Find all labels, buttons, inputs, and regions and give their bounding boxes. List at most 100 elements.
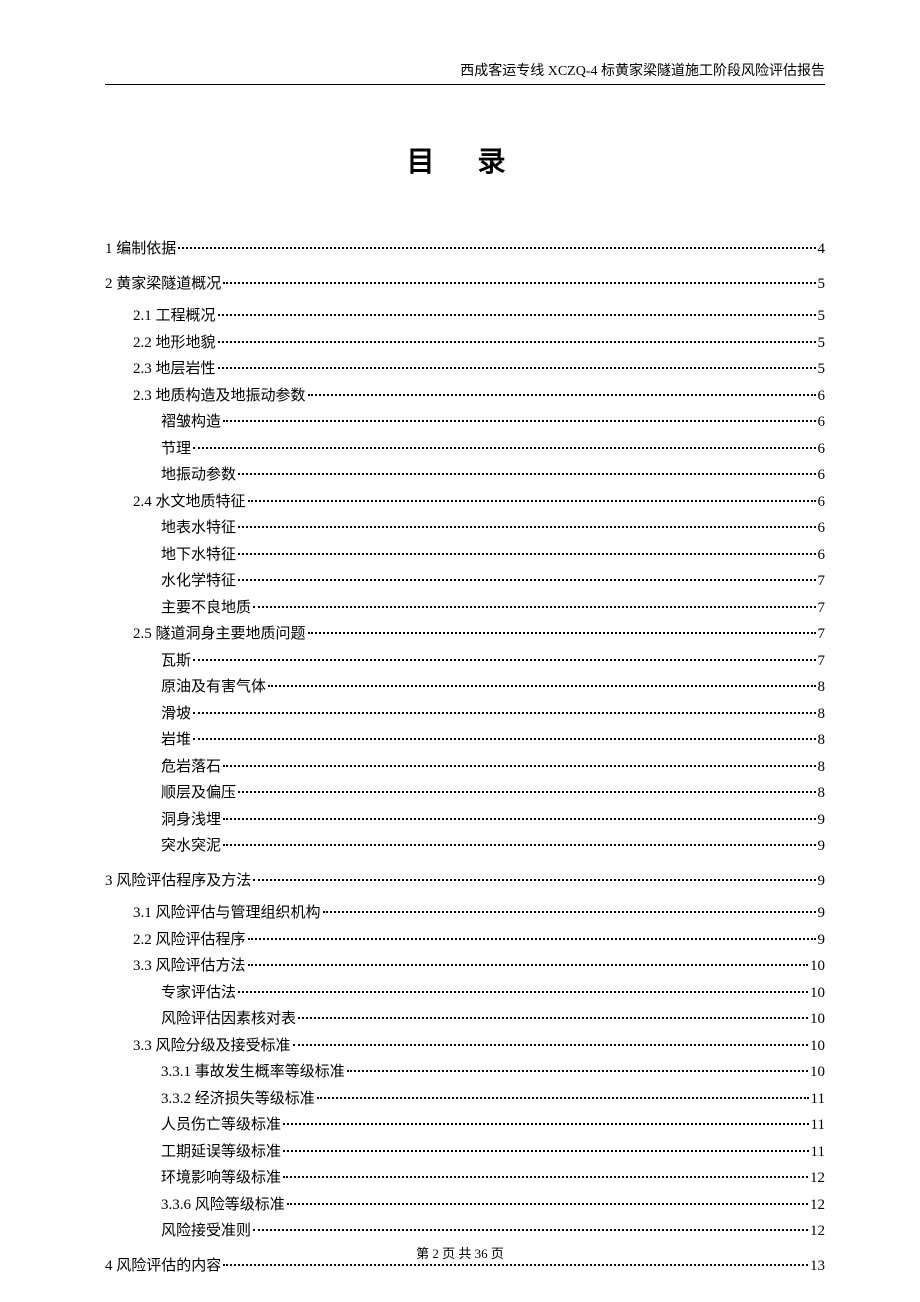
- toc-entry: 2.3 地质构造及地振动参数 6: [105, 385, 825, 408]
- toc-leader-dots: [193, 447, 815, 449]
- toc-entry: 原油及有害气体 8: [105, 676, 825, 699]
- toc-entry-label: 3.3.1 事故发生概率等级标准: [161, 1061, 345, 1084]
- toc-entry-label: 2.3 地质构造及地振动参数: [133, 385, 306, 408]
- toc-entry: 地表水特征6: [105, 517, 825, 540]
- page-header: 西成客运专线 XCZQ-4 标黄家梁隧道施工阶段风险评估报告: [105, 60, 825, 85]
- toc-entry-page: 5: [818, 358, 826, 381]
- toc-leader-dots: [223, 1264, 808, 1266]
- toc-entry-label: 洞身浅埋: [161, 809, 221, 832]
- toc-leader-dots: [238, 526, 815, 528]
- toc-entry-page: 10: [810, 1035, 825, 1058]
- toc-entry: 2.1 工程概况 5: [105, 305, 825, 328]
- toc-leader-dots: [238, 553, 815, 555]
- toc-leader-dots: [193, 659, 815, 661]
- toc-entry-page: 6: [818, 385, 826, 408]
- toc-entry-label: 3 风险评估程序及方法: [105, 870, 251, 893]
- toc-leader-dots: [317, 1097, 809, 1099]
- toc-leader-dots: [283, 1150, 809, 1152]
- toc-leader-dots: [223, 818, 815, 820]
- toc-entry-label: 突水突泥: [161, 835, 221, 858]
- toc-leader-dots: [287, 1203, 808, 1205]
- toc-entry: 3.3.1 事故发生概率等级标准10: [105, 1061, 825, 1084]
- toc-entry-label: 工期延误等级标准: [161, 1141, 281, 1164]
- toc-entry-page: 5: [818, 273, 826, 296]
- toc-entry-page: 11: [811, 1114, 825, 1137]
- toc-entry: 地振动参数6: [105, 464, 825, 487]
- toc-entry-label: 水化学特征: [161, 570, 236, 593]
- toc-entry: 2.5 隧道洞身主要地质问题7: [105, 623, 825, 646]
- toc-entry: 3 风险评估程序及方法 9: [105, 870, 825, 893]
- toc-leader-dots: [238, 991, 808, 993]
- toc-entry-page: 6: [818, 438, 826, 461]
- toc-entry-label: 2.1 工程概况: [133, 305, 216, 328]
- toc-leader-dots: [223, 420, 815, 422]
- toc-leader-dots: [223, 282, 815, 284]
- toc-entry: 2.2 风险评估程序9: [105, 929, 825, 952]
- toc-entry-label: 风险接受准则: [161, 1220, 251, 1243]
- toc-entry-page: 4: [818, 238, 826, 261]
- toc-entry-page: 11: [811, 1141, 825, 1164]
- toc-entry-label: 3.3 风险分级及接受标准: [133, 1035, 291, 1058]
- toc-entry-label: 人员伤亡等级标准: [161, 1114, 281, 1137]
- toc-entry: 风险评估因素核对表10: [105, 1008, 825, 1031]
- toc-entry-label: 地振动参数: [161, 464, 236, 487]
- page-footer: 第 2 页 共 36 页: [0, 1243, 920, 1262]
- toc-entry: 危岩落石8: [105, 756, 825, 779]
- toc-entry-page: 9: [818, 870, 826, 893]
- toc-entry-page: 8: [818, 782, 826, 805]
- toc-entry-label: 原油及有害气体: [161, 676, 266, 699]
- toc-entry-label: 危岩落石: [161, 756, 221, 779]
- toc-entry: 岩堆8: [105, 729, 825, 752]
- toc-entry-label: 2.3 地层岩性: [133, 358, 216, 381]
- toc-entry: 人员伤亡等级标准 11: [105, 1114, 825, 1137]
- toc-entry-label: 节理: [161, 438, 191, 461]
- toc-leader-dots: [253, 879, 815, 881]
- toc-leader-dots: [218, 314, 816, 316]
- toc-entry-page: 5: [818, 305, 826, 328]
- toc-entry-label: 地下水特征: [161, 544, 236, 567]
- toc-entry: 2.3 地层岩性 5: [105, 358, 825, 381]
- toc-leader-dots: [298, 1017, 808, 1019]
- toc-entry-label: 岩堆: [161, 729, 191, 752]
- toc-entry-label: 褶皱构造: [161, 411, 221, 434]
- toc-entry-label: 地表水特征: [161, 517, 236, 540]
- toc-entry-page: 6: [818, 411, 826, 434]
- toc-entry-label: 3.3.6 风险等级标准: [161, 1194, 285, 1217]
- toc-leader-dots: [193, 738, 815, 740]
- toc-leader-dots: [248, 938, 816, 940]
- toc-entry-page: 9: [818, 902, 826, 925]
- toc-entry-page: 9: [818, 809, 826, 832]
- toc-entry: 2.2 地形地貌 5: [105, 332, 825, 355]
- toc-entry-page: 7: [818, 597, 826, 620]
- toc-entry: 洞身浅埋 9: [105, 809, 825, 832]
- table-of-contents: 1 编制依据42 黄家梁隧道概况52.1 工程概况52.2 地形地貌52.3 地…: [105, 238, 825, 1277]
- toc-entry: 3.3 风险评估方法10: [105, 955, 825, 978]
- toc-leader-dots: [253, 1229, 808, 1231]
- toc-entry-page: 8: [818, 676, 826, 699]
- toc-leader-dots: [283, 1176, 808, 1178]
- toc-entry-label: 专家评估法: [161, 982, 236, 1005]
- toc-entry: 地下水特征6: [105, 544, 825, 567]
- toc-entry-label: 3.3.2 经济损失等级标准: [161, 1088, 315, 1111]
- toc-entry-label: 瓦斯: [161, 650, 191, 673]
- toc-leader-dots: [223, 844, 815, 846]
- toc-entry: 节理 6: [105, 438, 825, 461]
- toc-entry: 主要不良地质7: [105, 597, 825, 620]
- toc-entry: 3.3.2 经济损失等级标准11: [105, 1088, 825, 1111]
- toc-entry: 1 编制依据4: [105, 238, 825, 261]
- toc-leader-dots: [283, 1123, 809, 1125]
- toc-entry-label: 2.2 风险评估程序: [133, 929, 246, 952]
- toc-entry-label: 2.2 地形地貌: [133, 332, 216, 355]
- toc-entry: 工期延误等级标准 11: [105, 1141, 825, 1164]
- toc-entry-label: 2.4 水文地质特征: [133, 491, 246, 514]
- toc-entry-label: 2.5 隧道洞身主要地质问题: [133, 623, 306, 646]
- toc-entry: 瓦斯7: [105, 650, 825, 673]
- toc-leader-dots: [238, 579, 815, 581]
- toc-entry: 2 黄家梁隧道概况5: [105, 273, 825, 296]
- toc-leader-dots: [268, 685, 815, 687]
- toc-entry: 滑坡8: [105, 703, 825, 726]
- toc-entry-page: 9: [818, 835, 826, 858]
- toc-entry: 顺层及偏压8: [105, 782, 825, 805]
- toc-entry-page: 5: [818, 332, 826, 355]
- toc-entry: 3.1 风险评估与管理组织机构9: [105, 902, 825, 925]
